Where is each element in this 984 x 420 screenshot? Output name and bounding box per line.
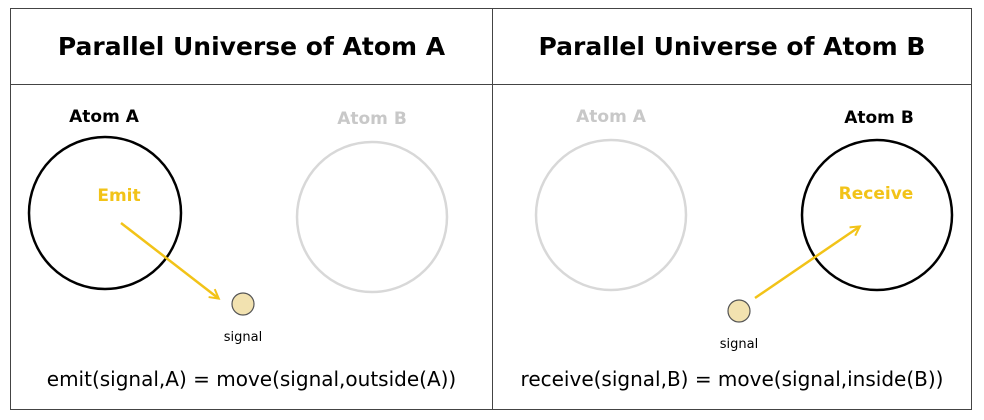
left-signal-label: signal <box>224 330 262 345</box>
right-atom-b-label: Atom B <box>844 108 914 128</box>
diagram-frame: Parallel Universe of Atom A Atom A Atom … <box>10 8 972 410</box>
right-receive-label: Receive <box>839 184 914 204</box>
right-diagram: Atom A Atom B Receive signal <box>534 107 954 352</box>
right-panel: Parallel Universe of Atom B Atom A Atom … <box>493 9 971 409</box>
right-signal-label: signal <box>720 337 758 352</box>
left-panel: Parallel Universe of Atom A Atom A Atom … <box>11 9 493 409</box>
right-formula: receive(signal,B) = move(signal,inside(B… <box>520 367 944 391</box>
left-formula: emit(signal,A) = move(signal,outside(A)) <box>46 367 457 391</box>
right-panel-title: Parallel Universe of Atom B <box>493 9 971 85</box>
left-atom-a-label: Atom A <box>69 107 140 127</box>
left-atom-b-label: Atom B <box>337 109 407 129</box>
right-atom-a-circle <box>534 138 688 292</box>
left-emit-label: Emit <box>97 186 140 206</box>
emit-arrow <box>120 222 218 298</box>
left-atom-a-circle <box>27 135 183 291</box>
left-signal-dot <box>231 292 255 316</box>
right-atom-b-circle <box>800 138 954 292</box>
right-signal-dot <box>727 299 751 323</box>
left-diagram: Atom A Atom B Emit signal <box>27 107 449 345</box>
right-atom-a-label: Atom A <box>576 107 647 127</box>
receive-arrow <box>754 227 859 300</box>
left-atom-b-circle <box>295 140 449 294</box>
left-panel-title: Parallel Universe of Atom A <box>11 9 492 85</box>
